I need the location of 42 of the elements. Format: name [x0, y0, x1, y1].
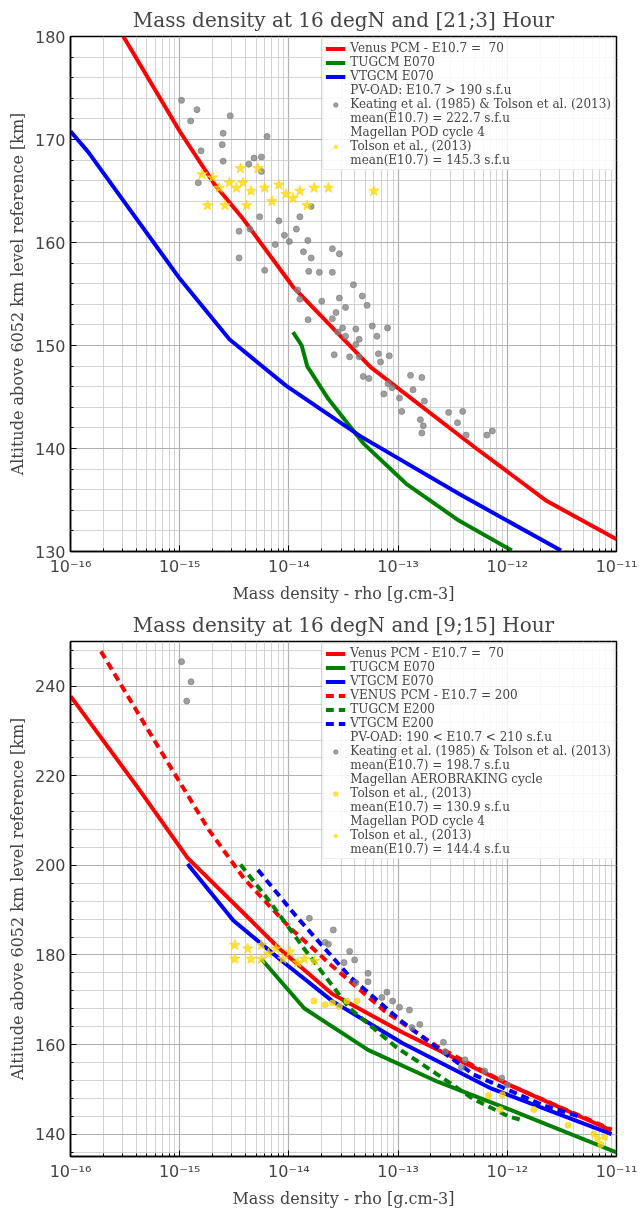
legend-label: TUGCM E070 [350, 660, 435, 674]
y-axis-title: Altitude above 6052 km level reference [km] [7, 112, 27, 477]
legend-label: Magellan AEROBRAKING cycle Tolson et al., (2013) mean(E10.7) = 130.9 s.f.u [350, 772, 543, 814]
legend-label: VTGCM E070 [350, 674, 434, 688]
legend-label: Venus PCM - E10.7 = 70 [350, 41, 504, 55]
y-tick-label: 220 [34, 766, 66, 786]
chart-title: Mass density at 16 degN and [9;15] Hour [132, 612, 555, 637]
y-tick-label: 160 [34, 1035, 66, 1055]
x-tick-label: 10⁻¹⁴ [268, 1161, 310, 1181]
y-tick-label: 140 [34, 1125, 66, 1145]
y-tick-label: 160 [34, 233, 66, 253]
x-tick-label: 10⁻¹⁴ [268, 556, 310, 576]
x-tick-label: 10⁻¹² [486, 1161, 529, 1181]
x-tick-label: 10⁻¹⁵ [158, 1161, 201, 1181]
y-axis-title: Altitude above 6052 km level reference [km] [7, 717, 27, 1082]
y-tick-label: 150 [34, 336, 66, 356]
legend-label: VENUS PCM - E10.7 = 200 [350, 688, 518, 702]
y-tick-label: 180 [34, 27, 66, 47]
x-tick-label: 10⁻¹¹ [595, 1161, 638, 1181]
legend-label: VTGCM E070 [350, 69, 434, 83]
x-tick-label: 10⁻¹² [486, 556, 529, 576]
x-axis-title: Mass density - rho [g.cm-3] [232, 583, 455, 603]
x-axis-title: Mass density - rho [g.cm-3] [232, 1188, 455, 1208]
legend-label: Magellan POD cycle 4 Tolson et al., (2013) mean(E10.7) = 144.4 s.f.u [350, 814, 510, 856]
x-tick-label: 10⁻¹³ [377, 556, 419, 576]
y-tick-label: 180 [34, 945, 66, 965]
legend-label: VTGCM E200 [350, 716, 434, 730]
y-tick-label: 240 [34, 677, 66, 697]
legend-label: PV-OAD: 190 < E10.7 < 210 s.f.u Keating et al. (1985) & Tolson et al. (2013) mean(E10.7) = 198.7 s.f.u [350, 730, 611, 772]
x-tick-label: 10⁻¹³ [377, 1161, 419, 1181]
legend-label: TUGCM E200 [350, 702, 435, 716]
x-tick-label: 10⁻¹⁶ [49, 1161, 92, 1181]
y-tick-label: 170 [34, 130, 66, 150]
x-tick-label: 10⁻¹⁵ [158, 556, 201, 576]
legend-label: PV-OAD: E10.7 > 190 s.f.u Keating et al. (1985) & Tolson et al. (2013) mean(E10.7) = 222.7 s.f.u [350, 83, 611, 125]
legend-label: Venus PCM - E10.7 = 70 [350, 646, 504, 660]
legend-label: TUGCM E070 [350, 55, 435, 69]
y-tick-label: 200 [34, 856, 66, 876]
legend-label: Magellan POD cycle 4 Tolson et al., (2013) mean(E10.7) = 145.3 s.f.u [350, 125, 510, 167]
x-tick-label: 10⁻¹¹ [595, 556, 638, 576]
chart-title: Mass density at 16 degN and [21;3] Hour [132, 7, 555, 32]
y-tick-label: 140 [34, 439, 66, 459]
